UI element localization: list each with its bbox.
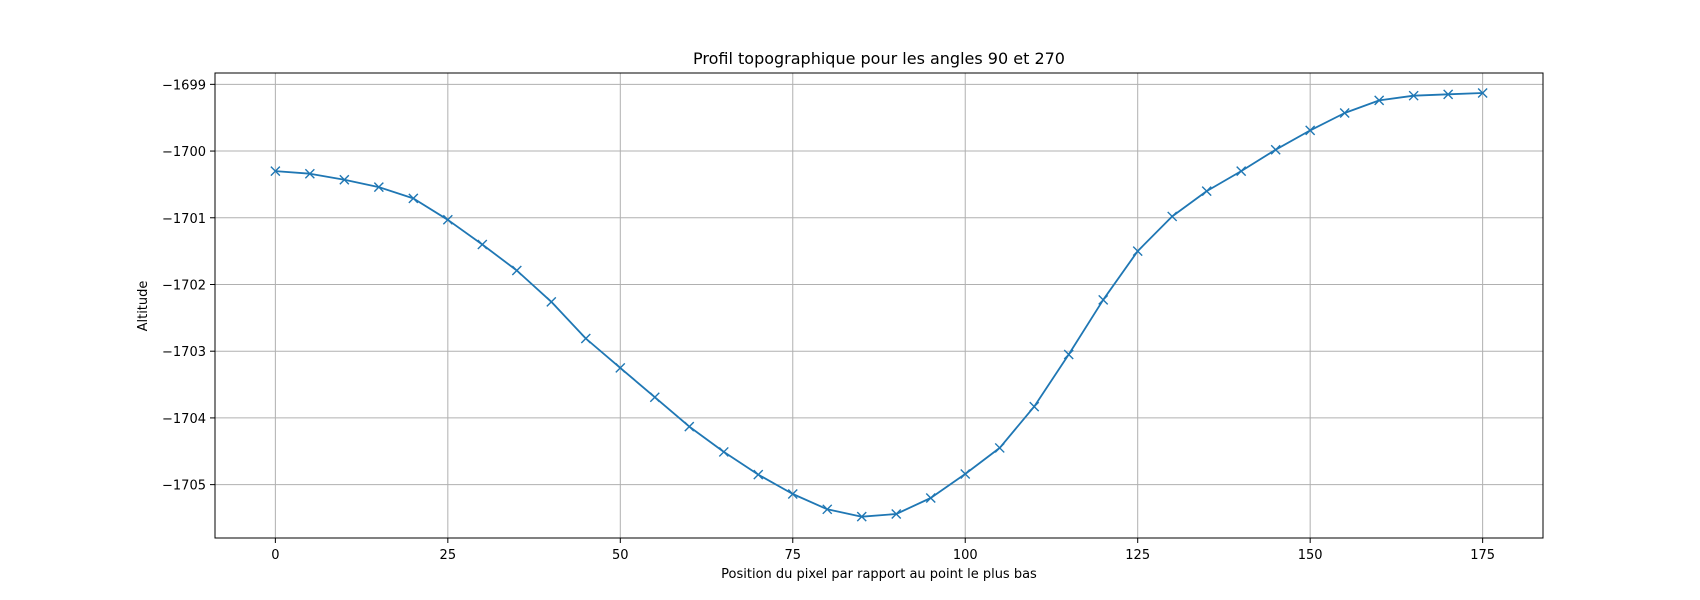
data-point-marker bbox=[1167, 211, 1178, 222]
data-point-marker bbox=[994, 442, 1005, 453]
x-axis-label: Position du pixel par rapport au point l… bbox=[721, 567, 1037, 582]
data-point-marker bbox=[787, 488, 798, 499]
data-point-marker bbox=[442, 214, 453, 225]
y-tick-label: −1700 bbox=[162, 145, 206, 160]
x-tick-label: 75 bbox=[784, 548, 801, 563]
data-point-marker bbox=[925, 492, 936, 503]
x-tick-label: 100 bbox=[953, 548, 978, 563]
x-tick-label: 150 bbox=[1298, 548, 1323, 563]
data-point-marker bbox=[1201, 186, 1212, 197]
data-point-marker bbox=[1270, 144, 1281, 155]
grid-lines bbox=[215, 73, 1543, 538]
y-tick-label: −1704 bbox=[162, 412, 206, 427]
data-point-marker bbox=[1236, 166, 1247, 177]
data-point-marker bbox=[960, 468, 971, 479]
y-axis-label: Altitude bbox=[136, 281, 151, 332]
data-point-marker bbox=[1063, 349, 1074, 360]
data-point-marker bbox=[1408, 90, 1419, 101]
data-point-marker bbox=[1477, 88, 1488, 99]
data-point-marker bbox=[1132, 246, 1143, 257]
data-point-marker bbox=[511, 265, 522, 276]
data-point-marker bbox=[580, 333, 591, 344]
data-point-marker bbox=[1098, 294, 1109, 305]
data-point-marker bbox=[304, 168, 315, 179]
y-tick-label: −1702 bbox=[162, 278, 206, 293]
series-line bbox=[275, 92, 1483, 518]
chart-title: Profil topographique pour les angles 90 … bbox=[693, 49, 1065, 68]
x-tick-label: 50 bbox=[612, 548, 629, 563]
x-tick-label: 25 bbox=[440, 548, 457, 563]
data-point-marker bbox=[1305, 125, 1316, 136]
data-point-marker bbox=[270, 166, 281, 177]
y-axis-ticks: −1705 −1704 −1703 −1702 −1701 −1700 −1699 bbox=[162, 78, 215, 494]
data-point-marker bbox=[1443, 89, 1454, 100]
data-point-marker bbox=[373, 182, 384, 193]
data-point-marker bbox=[718, 446, 729, 457]
data-point-marker bbox=[891, 508, 902, 519]
data-point-marker bbox=[546, 296, 557, 307]
data-point-marker bbox=[753, 469, 764, 480]
data-point-marker bbox=[856, 511, 867, 522]
data-point-marker bbox=[339, 174, 350, 185]
x-tick-label: 0 bbox=[271, 548, 279, 563]
y-tick-label: −1701 bbox=[162, 212, 206, 227]
x-tick-label: 125 bbox=[1125, 548, 1150, 563]
data-point-marker bbox=[822, 504, 833, 515]
plot-area bbox=[270, 88, 1488, 522]
axes-frame bbox=[214, 72, 1544, 539]
y-tick-label: −1705 bbox=[162, 479, 206, 494]
data-point-marker bbox=[1374, 95, 1385, 106]
data-point-marker bbox=[684, 421, 695, 432]
y-tick-label: −1699 bbox=[162, 78, 206, 93]
data-point-marker bbox=[1339, 108, 1350, 119]
data-point-marker bbox=[1029, 401, 1040, 412]
data-point-marker bbox=[615, 362, 626, 373]
x-tick-label: 175 bbox=[1470, 548, 1495, 563]
data-point-marker bbox=[649, 392, 660, 403]
data-point-marker bbox=[477, 239, 488, 250]
data-point-marker bbox=[408, 193, 419, 204]
x-axis-ticks: 0 25 50 75 100 125 150 175 bbox=[271, 538, 1495, 563]
y-tick-label: −1703 bbox=[162, 345, 206, 360]
